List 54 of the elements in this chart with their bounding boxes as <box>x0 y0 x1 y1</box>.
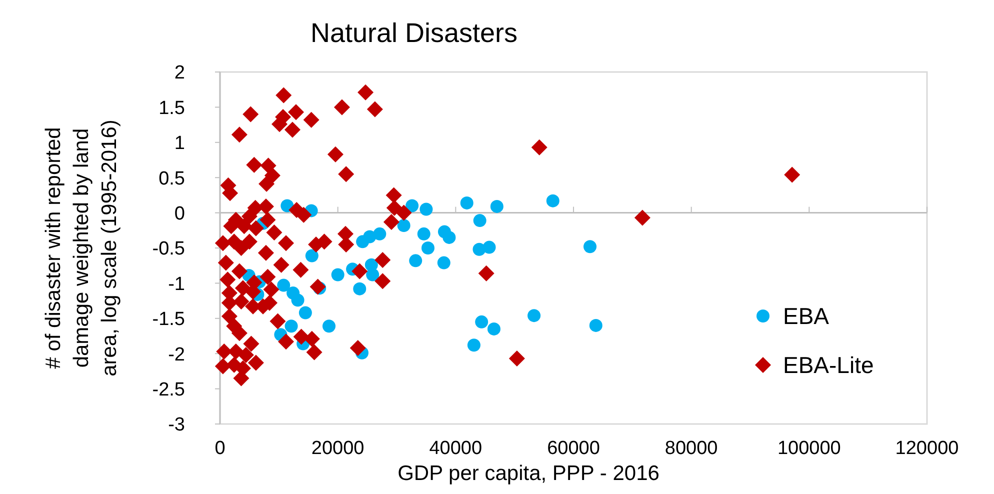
y-tick-label: -2.5 <box>152 379 185 400</box>
x-axis-title: GDP per capita, PPP - 2016 <box>398 462 660 485</box>
y-tick-label: 2 <box>174 62 185 84</box>
point <box>421 242 434 254</box>
y-tick-label: 1 <box>174 133 185 154</box>
x-tick-label: 60000 <box>547 438 600 459</box>
x-tick-label: 40000 <box>429 438 482 459</box>
point <box>397 218 410 232</box>
y-tick-label: -1.5 <box>152 309 185 330</box>
legend-label: EBA <box>783 303 830 330</box>
point <box>467 338 480 352</box>
point <box>473 214 486 228</box>
y-tick-label: -3 <box>168 414 185 436</box>
point <box>475 315 488 328</box>
point <box>442 230 456 244</box>
point <box>322 320 336 333</box>
point <box>589 318 602 332</box>
y-axis-title: # of disaster with reported damage weighted by land area, log scale (1995-2016) <box>42 120 121 376</box>
y-tick-label: 1.5 <box>158 98 185 119</box>
point <box>490 200 504 213</box>
x-tick-label: 20000 <box>311 438 364 459</box>
point <box>284 320 298 333</box>
y-tick-label: -2 <box>168 344 185 366</box>
y-tick-label: -0.5 <box>152 238 185 260</box>
point <box>528 309 541 322</box>
point <box>409 254 422 268</box>
chart-title: Natural Disasters <box>310 18 518 48</box>
point <box>583 240 596 254</box>
y-tick-label: -1 <box>168 274 185 295</box>
point <box>363 230 376 244</box>
point <box>460 196 474 210</box>
x-tick-label: 120000 <box>895 438 959 459</box>
point <box>487 322 500 336</box>
point <box>277 278 290 292</box>
point <box>546 194 560 208</box>
legend-label: EBA-Lite <box>783 352 874 378</box>
point <box>437 256 450 270</box>
point <box>406 199 419 212</box>
x-tick-label: 100000 <box>777 438 841 459</box>
point <box>291 294 304 307</box>
y-tick-label: 0 <box>174 203 185 224</box>
y-tick-label: 0.5 <box>158 168 185 190</box>
point <box>373 227 386 240</box>
point <box>482 240 496 254</box>
point <box>305 249 318 262</box>
x-tick-label: 0 <box>214 438 226 459</box>
point <box>298 306 312 320</box>
point <box>366 268 380 282</box>
point <box>280 199 294 212</box>
point <box>353 282 366 296</box>
x-tick-label: 80000 <box>664 438 718 459</box>
point <box>331 268 344 282</box>
point <box>417 227 430 240</box>
point <box>420 202 433 216</box>
